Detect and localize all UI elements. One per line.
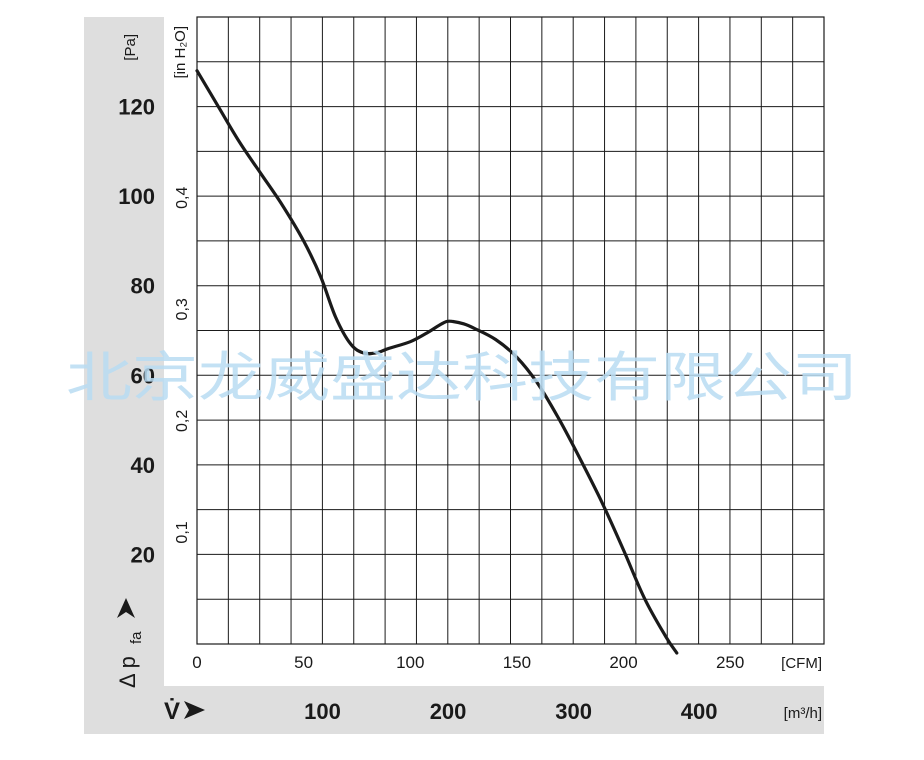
y-tick-label: 20 (131, 542, 155, 567)
y2-tick-label: 0,2 (174, 410, 191, 432)
y-tick-label: 80 (131, 274, 155, 299)
x-unit-cfm: [CFM] (781, 655, 822, 672)
y2-tick-label: 0,4 (174, 187, 191, 209)
inh2o-tick-labels: 0,1 0,2 0,3 0,4 (174, 187, 191, 544)
y-axis-symbol: Δ p (115, 656, 140, 688)
series-curve (195, 69, 679, 655)
x2-tick-label: 100 (304, 699, 341, 724)
bottom-axis-band (84, 686, 824, 734)
pa-tick-labels: 20 40 60 80 100 120 (118, 95, 155, 568)
x2-tick-label: 200 (430, 699, 467, 724)
x-tick-label: 250 (716, 653, 744, 672)
y-tick-label: 100 (118, 184, 155, 209)
watermark: 北京龙威盛达科技有限公司 (66, 346, 858, 409)
y-unit-inh2o: [in H₂O] (172, 26, 189, 79)
grid (197, 17, 824, 644)
x-axis-symbol: V̇ (164, 698, 180, 725)
y-axis-arrow-icon (117, 598, 135, 618)
x-tick-label: 50 (294, 653, 313, 672)
x-tick-label: 0 (192, 653, 201, 672)
x2-tick-label: 400 (681, 699, 718, 724)
cfm-tick-labels: 0 50 100 150 200 250 (192, 653, 744, 672)
y-axis-subscript: fa (128, 631, 145, 644)
x-axis-arrow-icon (184, 701, 205, 719)
left-axis-band (84, 17, 164, 704)
x-tick-label: 100 (396, 653, 424, 672)
x-tick-label: 150 (503, 653, 531, 672)
y2-tick-label: 0,1 (174, 521, 191, 543)
y-tick-label: 40 (131, 453, 155, 478)
m3h-tick-labels: 100 200 300 400 (304, 699, 717, 724)
y-tick-label: 120 (118, 95, 155, 120)
y-axis-title: Δ p fa (115, 631, 145, 688)
plot-frame (196, 16, 825, 645)
x-tick-label: 200 (609, 653, 637, 672)
y-tick-label: 60 (131, 363, 155, 388)
x2-tick-label: 300 (555, 699, 592, 724)
y2-tick-label: 0,3 (174, 298, 191, 320)
x-unit-m3h: [m³/h] (784, 705, 822, 722)
y-unit-pa: [Pa] (122, 34, 139, 61)
